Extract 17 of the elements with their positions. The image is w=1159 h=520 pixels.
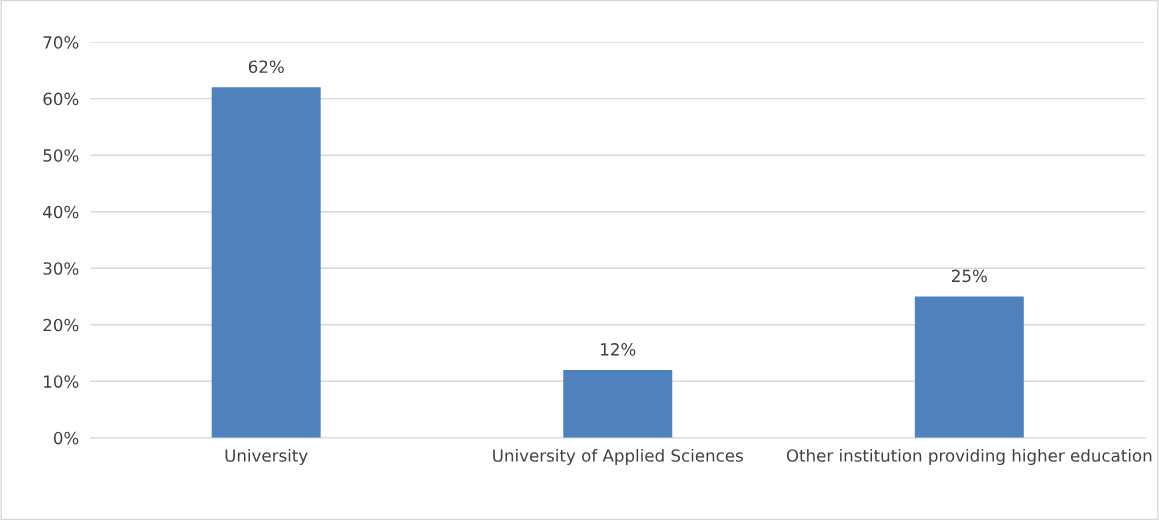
y-tick-label: 30% bbox=[43, 262, 79, 275]
x-tick-label: University bbox=[225, 448, 308, 466]
x-tick-label: University of Applied Sciences bbox=[493, 448, 743, 466]
y-tick-label: 50% bbox=[43, 149, 79, 162]
y-tick-label: 10% bbox=[44, 375, 79, 388]
y-tick-label: 60% bbox=[43, 92, 79, 106]
x-tick-label: Other institution providing higher education bbox=[786, 448, 1152, 466]
bar bbox=[563, 370, 673, 438]
y-tick-label: 70% bbox=[43, 36, 79, 49]
y-tick-label: 0% bbox=[53, 431, 79, 445]
bar bbox=[914, 296, 1024, 438]
data-label: 12% bbox=[601, 343, 636, 356]
data-label: 62% bbox=[248, 60, 284, 73]
data-label: 25% bbox=[952, 269, 987, 283]
bar bbox=[211, 87, 321, 438]
y-tick-label: 20% bbox=[43, 318, 79, 332]
y-tick-label: 40% bbox=[43, 205, 79, 219]
